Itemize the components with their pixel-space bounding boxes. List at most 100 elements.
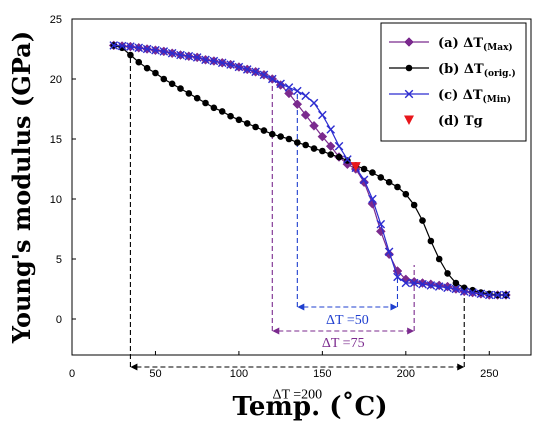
y-tick-label: 25 xyxy=(50,14,62,26)
marker-stroke xyxy=(184,51,194,61)
data-point xyxy=(310,145,318,152)
marker-stroke xyxy=(484,290,494,300)
marker-stroke xyxy=(234,62,244,72)
data-point xyxy=(152,69,159,77)
marker-stroke xyxy=(109,41,119,50)
marker-stroke xyxy=(418,279,427,289)
marker-stroke xyxy=(334,141,344,151)
marker-stroke xyxy=(293,86,302,96)
data-point xyxy=(135,58,143,66)
marker-stroke xyxy=(251,67,260,77)
data-point xyxy=(344,157,351,164)
data-point xyxy=(226,60,235,69)
marker-stroke xyxy=(326,125,336,134)
marker-stroke xyxy=(226,60,235,69)
marker-stroke xyxy=(451,284,461,294)
data-point xyxy=(385,178,393,186)
data-point xyxy=(394,183,401,191)
marker-stroke xyxy=(159,47,169,56)
data-point xyxy=(417,278,428,288)
marker-stroke xyxy=(126,42,135,51)
data-point xyxy=(325,141,336,152)
plot-frame xyxy=(71,18,532,356)
marker-stroke xyxy=(309,98,319,108)
data-point xyxy=(277,133,284,140)
x-axis-title: Temp. (˚C) xyxy=(233,392,388,422)
legend-label: (d) Tg xyxy=(438,114,483,129)
data-point xyxy=(176,50,185,60)
marker-stroke xyxy=(404,89,414,99)
data-point xyxy=(185,90,193,97)
data-point xyxy=(419,217,426,224)
marker-stroke xyxy=(151,45,160,55)
data-point xyxy=(460,284,468,292)
annotation-label: ΔT =200 xyxy=(272,387,322,402)
marker-stroke xyxy=(259,70,269,80)
data-point xyxy=(443,283,452,293)
marker-stroke xyxy=(201,55,210,65)
data-point xyxy=(402,190,410,198)
legend-marker xyxy=(404,89,414,99)
data-point xyxy=(177,85,184,92)
legend-label-subscript: (Max) xyxy=(483,42,513,53)
data-point xyxy=(410,201,418,209)
data-point xyxy=(227,112,234,120)
data-point xyxy=(193,94,201,102)
data-point xyxy=(159,47,169,56)
data-point xyxy=(300,110,311,120)
data-point xyxy=(217,58,227,68)
data-point xyxy=(426,279,436,290)
marker-stroke xyxy=(384,247,394,257)
marker-stroke xyxy=(443,283,452,293)
marker-stroke xyxy=(142,44,152,54)
data-point xyxy=(318,110,327,120)
y-tick-label: 5 xyxy=(56,254,62,266)
data-point xyxy=(151,45,160,55)
annotation-arrowhead xyxy=(130,363,138,371)
marker-stroke xyxy=(426,281,436,290)
data-point xyxy=(426,281,436,290)
marker-stroke xyxy=(176,50,185,60)
marker-stroke xyxy=(192,53,202,62)
data-point xyxy=(335,153,343,161)
data-point xyxy=(409,278,419,288)
annotation-arrowhead xyxy=(272,327,280,335)
annotation-arrowhead xyxy=(457,363,465,371)
data-point xyxy=(493,290,502,300)
data-point xyxy=(143,64,151,72)
marker-stroke xyxy=(476,289,486,299)
data-point xyxy=(444,270,451,277)
marker-stroke xyxy=(209,56,219,66)
data-point xyxy=(452,279,460,287)
data-point xyxy=(368,194,377,204)
data-point xyxy=(376,219,386,229)
data-point xyxy=(468,288,477,297)
marker-stroke xyxy=(493,290,502,300)
data-point xyxy=(477,289,485,296)
data-point xyxy=(476,289,486,299)
annotation-arrowhead xyxy=(407,327,415,335)
y-tick-label: 20 xyxy=(50,74,62,86)
marker-stroke xyxy=(117,41,127,51)
data-point xyxy=(309,120,319,131)
data-point xyxy=(160,75,168,83)
data-point xyxy=(309,98,319,108)
data-point xyxy=(267,74,277,84)
data-point xyxy=(317,131,328,142)
data-point xyxy=(327,151,335,158)
data-point xyxy=(109,41,119,50)
tg-point xyxy=(350,162,361,172)
y-tick-label: 0 xyxy=(56,314,62,326)
data-point xyxy=(343,155,352,164)
marker-stroke xyxy=(318,110,327,120)
legend-entry-3: (d) Tg xyxy=(404,114,483,129)
data-point xyxy=(427,237,435,245)
data-point xyxy=(418,279,427,289)
marker-stroke xyxy=(459,287,469,296)
data-point xyxy=(127,51,134,59)
marker-stroke xyxy=(301,91,310,101)
data-point xyxy=(501,290,511,300)
data-point xyxy=(184,51,194,61)
data-point xyxy=(326,125,336,134)
